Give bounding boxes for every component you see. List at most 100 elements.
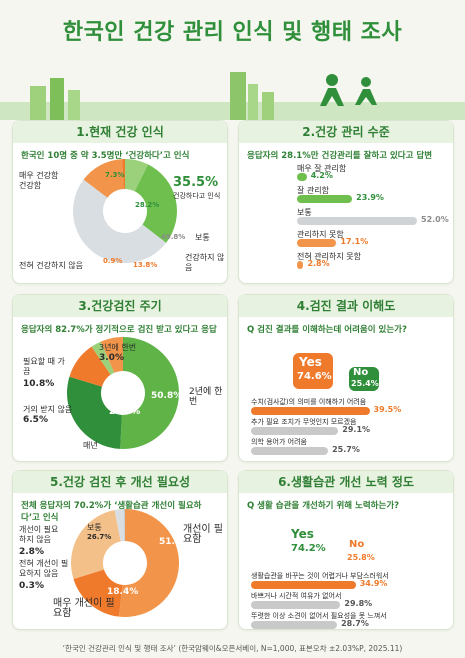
section2-bar-4: [297, 261, 304, 269]
section2-bar-label-4: 전혀 관리하지 못함: [297, 252, 361, 261]
section4-no-label: No: [353, 367, 369, 378]
section1-value-not-healthy: 13.8%: [133, 261, 158, 269]
footer-note: ‘한국인 건강관리 인식 및 행태 조사’ (한국암웨이&오픈서베이, N=1,…: [62, 644, 403, 653]
section1-subtitle: 한국인 10명 중 약 3.5명만 ‘건강하다’고 인식: [21, 151, 190, 161]
pie1-slice-1: [134, 164, 177, 243]
pie1-slice-2: [72, 179, 167, 264]
pie1-slice-0: [125, 159, 149, 192]
pie3-slice-0: [120, 337, 180, 449]
section3-label-every-3: 3년에 한번: [99, 343, 137, 352]
section4-yes-label: Yes: [299, 355, 322, 369]
section4-no-value: 25.4%: [351, 379, 379, 388]
section4-yes-box: [293, 353, 333, 389]
section6-bar-label-0: 생활습관을 바꾸는 것이 어렵거나 부담스러워서: [251, 572, 389, 580]
section1-label-healthy: 건강함: [19, 181, 42, 190]
section2-bar-1: [297, 195, 353, 203]
section6-card: 6.생활습관 개선 노력 정도 Q 생활 습관을 개선하기 위해 노력하는가? …: [238, 470, 454, 630]
section3-value-never: 6.5%: [23, 415, 48, 425]
section3-label-every-2: 2년에 한번: [189, 387, 223, 407]
section6-bar-1: [251, 601, 341, 609]
section2-bar-track-2: [297, 217, 447, 225]
section2-bar-label-0: 매우 잘 관리함: [297, 164, 347, 173]
section3-value-every-year: 28.9%: [109, 407, 141, 417]
section1-label-not-healthy: 건강하지 않음: [185, 253, 225, 272]
section6-question: Q 생활 습관을 개선하기 위해 노력하는가?: [247, 501, 400, 511]
section4-bar-value-0: 39.5%: [373, 405, 402, 414]
section1-value-very-healthy: 7.3%: [105, 171, 125, 179]
section2-bar-label-3: 관리하지 못함: [297, 230, 344, 239]
skyline-illustration: [0, 72, 465, 120]
section2-bar-track-1: [297, 195, 447, 203]
section4-card: 4.검진 결과 이해도 Q 검진 결과를 이해하는데 어려움이 있는가? Yes…: [238, 294, 454, 462]
section4-question: Q 검진 결과를 이해하는데 어려움이 있는가?: [247, 325, 407, 335]
section5-label-no-need: 개선이 필요하지 않음: [19, 525, 59, 544]
section4-bar-2: [251, 447, 329, 455]
pie5-slice-0: [118, 509, 179, 617]
section2-bar-3: [297, 239, 337, 247]
section5-card: 5.건강 검진 후 개선 필요성 전체 응답자의 70.2%가 ‘생활습관 개선…: [12, 470, 228, 630]
section1-heading: 1.현재 건강 인식: [13, 121, 227, 143]
section4-bar-value-1: 29.1%: [342, 425, 371, 434]
section2-bar-value-3: 17.1%: [340, 237, 369, 246]
section1-label-not-at-all: 전혀 건강하지 않음: [19, 261, 83, 270]
section4-bar-label-0: 수치(검사값)의 의미를 이해하기 어려움: [251, 398, 367, 406]
section5-value-need: 51.8%: [159, 537, 191, 547]
section6-bar-label-2: 뚜렷한 이상 소견이 없어서 필요성을 못 느껴서: [251, 612, 387, 620]
page-title: 한국인 건강 관리 인식 및 행태 조사: [62, 20, 403, 45]
section3-value-every-2: 50.8%: [151, 391, 183, 401]
section2-bar-track-0: [297, 173, 447, 181]
pie5-slice-4: [123, 509, 125, 542]
section1-label-normal: 보통: [195, 233, 210, 242]
section6-no-value: 25.8%: [347, 553, 375, 562]
section1-label-combined: 건강하다고 인식: [173, 192, 221, 200]
pie3-slice-1: [67, 376, 122, 449]
section3-heading: 3.건강검진 주기: [13, 295, 227, 317]
section2-card: 2.건강 관리 수준 응답자의 28.1%만 건강관리를 잘하고 있다고 답변 …: [238, 120, 454, 284]
pie5-slice-3: [114, 509, 125, 542]
section6-yes-label: Yes: [291, 527, 314, 541]
section5-pie: [71, 509, 179, 617]
section4-bar-1: [251, 427, 339, 435]
section1-label-very-healthy: 매우 건강함: [19, 171, 59, 180]
section3-label-every-year: 매년: [83, 441, 98, 450]
pie5-slice-2: [71, 510, 121, 580]
section5-label-no-need-at-all: 전혀 개선이 필요하지 않음: [19, 559, 69, 578]
section2-bar-value-4: 2.8%: [307, 259, 330, 268]
section4-bar-label-2: 의학 용어가 어려움: [251, 438, 307, 446]
section4-bar-label-1: 추가 필요 조치가 무엇인지 모르겠음: [251, 418, 357, 426]
pie5-slice-1: [73, 569, 123, 617]
pie3-slice-4: [100, 337, 123, 373]
section2-bar-value-2: 52.0%: [421, 215, 449, 224]
section5-value-very-need: 18.4%: [107, 587, 139, 597]
section5-heading: 5.건강 검진 후 개선 필요성: [13, 471, 227, 493]
section3-card: 3.건강검진 주기 응답자의 82.7%가 정기적으로 검진 받고 있다고 응답…: [12, 294, 228, 462]
section5-label-need: 개선이 필요함: [183, 524, 223, 545]
section1-value-combined: 35.5%: [173, 175, 219, 190]
pie1-slice-4: [122, 159, 125, 190]
section6-bar-value-0: 34.9%: [359, 579, 388, 588]
section2-bar-label-1: 잘 관리함: [297, 186, 329, 195]
section4-yes-value: 74.6%: [297, 371, 332, 382]
section5-value-no-need-at-all: 0.3%: [19, 581, 44, 591]
section6-bar-value-1: 29.8%: [344, 599, 373, 608]
pie1-center: [105, 191, 145, 231]
section1-value-healthy: 28.2%: [135, 201, 160, 209]
pie5-center: [105, 543, 145, 583]
section6-bar-2: [251, 621, 338, 629]
section4-heading: 4.검진 결과 이해도: [239, 295, 453, 317]
pie3-slice-2: [69, 346, 111, 387]
section4-no-box: [349, 367, 379, 391]
section2-bar-value-0: 4.2%: [310, 171, 333, 180]
section6-heading: 6.생활습관 개선 노력 정도: [239, 471, 453, 493]
section3-value-every-3: 3.0%: [99, 353, 124, 363]
section1-value-normal: 49.8%: [161, 233, 186, 241]
section1-pie: [72, 159, 177, 264]
section5-label-normal: 보통: [87, 523, 102, 532]
section3-value-when-needed: 10.8%: [23, 379, 55, 389]
section2-subtitle: 응답자의 28.1%만 건강관리를 잘하고 있다고 답변: [247, 151, 433, 161]
section3-subtitle: 응답자의 82.7%가 정기적으로 검진 받고 있다고 응답: [21, 325, 217, 335]
pie3-slice-3: [91, 341, 115, 375]
section3-pie: [67, 337, 180, 449]
pie1-slice-3: [83, 159, 124, 198]
section4-bar-value-2: 25.7%: [332, 445, 360, 454]
